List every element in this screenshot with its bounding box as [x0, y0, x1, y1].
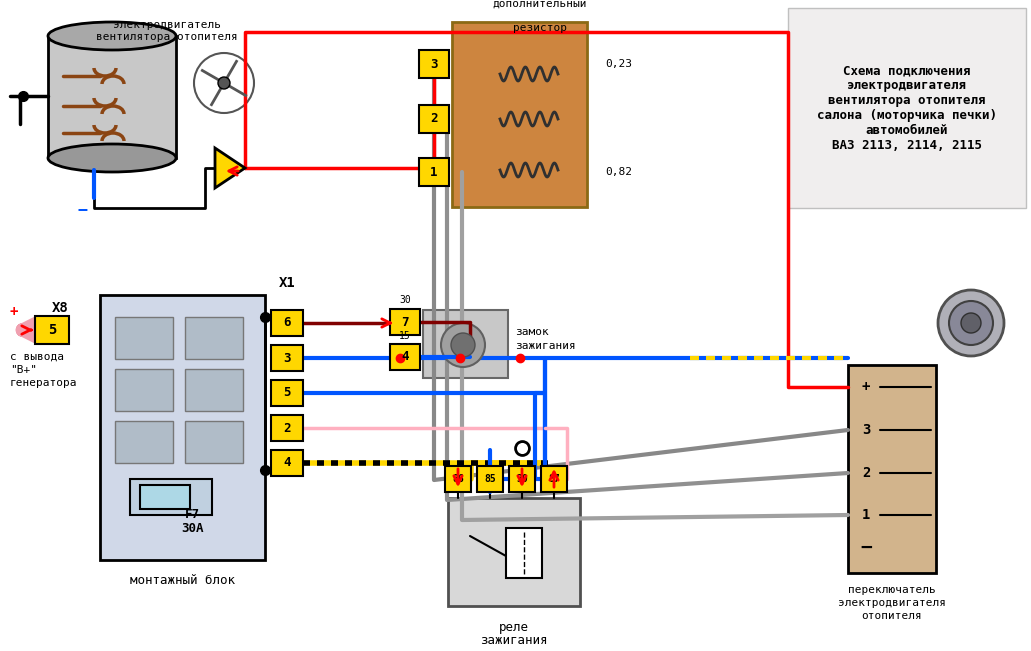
Text: 3: 3: [284, 352, 291, 365]
Text: реле: реле: [499, 621, 529, 634]
Text: 30: 30: [517, 474, 528, 484]
Bar: [271, 415, 303, 441]
Text: −: −: [860, 538, 872, 557]
Text: отопителя: отопителя: [862, 611, 923, 621]
Bar: [48, 36, 176, 158]
Bar: [130, 479, 212, 515]
Circle shape: [961, 313, 982, 333]
Bar: [423, 310, 508, 378]
Text: 3: 3: [430, 57, 438, 70]
Bar: [115, 421, 173, 463]
Bar: [541, 466, 567, 492]
Bar: [271, 310, 303, 336]
Text: монтажный блок: монтажный блок: [130, 574, 235, 587]
Text: 6: 6: [284, 316, 291, 329]
Text: 87: 87: [548, 474, 560, 484]
Bar: [477, 466, 503, 492]
Bar: [185, 369, 243, 411]
Ellipse shape: [48, 22, 176, 50]
Text: Схема подключения
электродвигателя
вентилятора отопителя
салона (моторчика печки: Схема подключения электродвигателя венти…: [817, 64, 997, 152]
Text: 30А: 30А: [181, 523, 204, 536]
Bar: [271, 380, 303, 406]
Text: 1: 1: [862, 508, 870, 522]
Text: 1: 1: [430, 165, 438, 178]
Text: 7: 7: [401, 316, 408, 329]
Bar: [849, 365, 936, 573]
Text: 2: 2: [284, 421, 291, 434]
Text: 5: 5: [284, 387, 291, 400]
Text: зажигания: зажигания: [480, 634, 547, 647]
Bar: [445, 466, 471, 492]
Text: F7: F7: [185, 508, 200, 521]
Circle shape: [451, 333, 475, 357]
Text: 5: 5: [47, 323, 56, 337]
Circle shape: [441, 323, 485, 367]
Polygon shape: [215, 148, 245, 188]
Bar: [100, 295, 265, 560]
Text: электродвигателя: электродвигателя: [838, 598, 946, 608]
Bar: [452, 22, 587, 207]
Bar: [509, 466, 535, 492]
Text: 15: 15: [399, 331, 411, 341]
Text: 2: 2: [862, 466, 870, 480]
Text: 30: 30: [399, 295, 411, 305]
Text: зажигания: зажигания: [516, 341, 575, 351]
Text: резистор: резистор: [512, 23, 566, 33]
Circle shape: [938, 290, 1004, 356]
Text: +: +: [9, 305, 18, 319]
Bar: [271, 450, 303, 476]
Circle shape: [949, 301, 993, 345]
Bar: [419, 105, 448, 133]
Text: переключатель: переключатель: [849, 585, 936, 595]
Text: вентилятора отопителя: вентилятора отопителя: [96, 32, 238, 42]
Text: замок: замок: [516, 327, 548, 337]
Bar: [185, 317, 243, 359]
Text: генератора: генератора: [10, 378, 77, 388]
Bar: [419, 50, 448, 78]
Text: 4: 4: [401, 350, 408, 363]
Text: 4: 4: [284, 456, 291, 469]
Text: 0,82: 0,82: [605, 167, 632, 177]
Bar: [140, 485, 190, 509]
Text: дополнительный: дополнительный: [492, 0, 587, 9]
Text: с вывода: с вывода: [10, 352, 64, 362]
Text: 2: 2: [430, 113, 438, 126]
Ellipse shape: [48, 144, 176, 172]
Bar: [448, 498, 580, 606]
Text: "В+": "В+": [10, 365, 37, 375]
Bar: [390, 344, 420, 370]
Text: 3: 3: [862, 423, 870, 437]
Text: электродвигатель: электродвигатель: [113, 20, 221, 30]
Text: X1: X1: [278, 276, 295, 290]
Bar: [788, 8, 1026, 208]
Text: 85: 85: [485, 474, 496, 484]
Text: 0,23: 0,23: [605, 59, 632, 69]
Bar: [35, 316, 69, 344]
Bar: [185, 421, 243, 463]
Text: 86: 86: [453, 474, 464, 484]
Bar: [115, 317, 173, 359]
Text: X8: X8: [52, 301, 68, 315]
Bar: [115, 369, 173, 411]
Text: −: −: [77, 200, 87, 218]
Bar: [506, 528, 542, 578]
Circle shape: [218, 77, 230, 89]
Bar: [271, 345, 303, 371]
Text: +: +: [862, 380, 870, 394]
Bar: [419, 158, 448, 186]
Bar: [390, 309, 420, 335]
